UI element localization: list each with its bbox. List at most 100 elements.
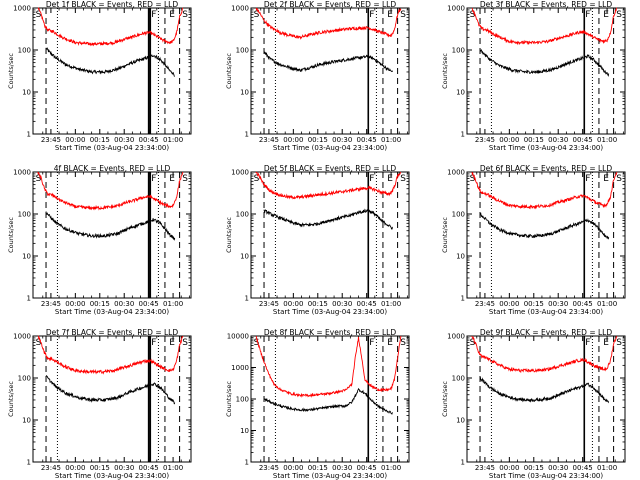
y-tick-label: 1 bbox=[461, 131, 465, 139]
x-tick-label: 00:15 bbox=[90, 464, 110, 472]
x-tick-label: 00:30 bbox=[548, 464, 568, 472]
marker-letter: S bbox=[400, 10, 406, 20]
x-tick-label: 00:45 bbox=[139, 464, 159, 472]
y-tick-label: 100 bbox=[452, 211, 465, 219]
x-tick-label: 00:15 bbox=[524, 300, 544, 308]
marker-letter: F bbox=[151, 338, 156, 348]
x-tick-label: 00:15 bbox=[90, 300, 110, 308]
marker-letter: E bbox=[169, 338, 175, 348]
x-tick-label: 00:45 bbox=[357, 300, 377, 308]
plot-frame bbox=[466, 7, 626, 135]
y-tick-label: 10 bbox=[240, 89, 249, 97]
x-tick-label: 01:00 bbox=[597, 300, 617, 308]
lld-series-line bbox=[471, 171, 618, 210]
x-tick-label: 00:30 bbox=[114, 464, 134, 472]
marker-letter: S bbox=[254, 174, 260, 184]
y-tick-label: 1 bbox=[245, 295, 249, 303]
events-series-line bbox=[263, 387, 393, 415]
panel-det-8: Det 8f BLACK = Events, RED = LLD Counts/s… bbox=[225, 328, 410, 480]
x-tick-label: 23:45 bbox=[41, 464, 61, 472]
x-tick-label: 00:15 bbox=[308, 136, 328, 144]
x-axis-label: Start Time (03-Aug-04 23:34:00) bbox=[489, 144, 603, 152]
y-tick-label: 10 bbox=[456, 417, 465, 425]
panel-det-6: Det 6f BLACK = Events, RED = LLD Counts/s… bbox=[441, 164, 626, 316]
plot-frame bbox=[32, 7, 192, 135]
y-axis-label: Counts/sec bbox=[441, 53, 449, 89]
x-tick-label: 01:00 bbox=[163, 136, 183, 144]
marker-letter: E bbox=[387, 338, 393, 348]
marker-letter: E bbox=[169, 10, 175, 20]
y-tick-label: 1000 bbox=[13, 5, 31, 13]
lld-series-line bbox=[471, 335, 618, 374]
panel-det-9: Det 9f BLACK = Events, RED = LLD Counts/s… bbox=[441, 328, 626, 480]
x-tick-label: 01:00 bbox=[163, 464, 183, 472]
x-tick-label: 00:15 bbox=[308, 300, 328, 308]
events-series-line bbox=[479, 376, 610, 404]
marker-letter: F bbox=[151, 10, 156, 20]
y-tick-label: 100 bbox=[236, 396, 249, 404]
y-tick-label: 1000 bbox=[13, 169, 31, 177]
y-tick-label: 100 bbox=[452, 375, 465, 383]
x-tick-label: 00:00 bbox=[283, 136, 303, 144]
y-tick-label: 1000 bbox=[447, 5, 465, 13]
x-tick-label: 23:45 bbox=[259, 464, 279, 472]
y-tick-label: 100 bbox=[452, 47, 465, 55]
lld-series-line bbox=[255, 171, 402, 200]
x-axis-label: Start Time (03-Aug-04 23:34:00) bbox=[273, 144, 387, 152]
x-tick-label: 00:30 bbox=[548, 300, 568, 308]
x-tick-label: 01:00 bbox=[163, 300, 183, 308]
lld-series-line bbox=[37, 171, 184, 211]
x-tick-label: 01:00 bbox=[381, 300, 401, 308]
y-tick-label: 100 bbox=[18, 375, 31, 383]
panel-title: Det 3f BLACK = Events, RED = LLD bbox=[480, 0, 613, 9]
panel-det-4: 4f BLACK = Events, RED = LLD Counts/sec 1 1… bbox=[7, 164, 192, 316]
marker-letter: F bbox=[369, 338, 374, 348]
x-tick-label: 00:00 bbox=[65, 464, 85, 472]
y-tick-label: 10 bbox=[240, 427, 249, 435]
panel-title: Det 8f BLACK = Events, RED = LLD bbox=[264, 328, 397, 337]
x-axis-label: Start Time (03-Aug-04 23:34:00) bbox=[55, 144, 169, 152]
x-tick-label: 00:15 bbox=[524, 464, 544, 472]
marker-letter: F bbox=[369, 174, 374, 184]
marker-letter: S bbox=[470, 174, 476, 184]
y-tick-label: 1000 bbox=[13, 333, 31, 341]
panel-title: Det 9f BLACK = Events, RED = LLD bbox=[480, 328, 613, 337]
y-tick-label: 1 bbox=[245, 459, 249, 467]
x-tick-label: 00:00 bbox=[499, 464, 519, 472]
y-tick-label: 1000 bbox=[447, 169, 465, 177]
marker-letter: F bbox=[585, 174, 590, 184]
events-series-line bbox=[45, 211, 176, 241]
events-series-line bbox=[479, 48, 610, 77]
x-tick-label: 00:45 bbox=[139, 300, 159, 308]
y-tick-label: 10 bbox=[22, 253, 31, 261]
panel-det-7: Det 7f BLACK = Events, RED = LLD Counts/s… bbox=[7, 328, 192, 480]
marker-letter: S bbox=[36, 174, 42, 184]
y-axis-label: Counts/sec bbox=[7, 53, 15, 89]
marker-letter: S bbox=[400, 338, 406, 348]
x-axis-label: Start Time (03-Aug-04 23:34:00) bbox=[489, 472, 603, 480]
x-tick-label: 00:00 bbox=[65, 300, 85, 308]
y-tick-label: 1000 bbox=[447, 333, 465, 341]
x-tick-label: 23:45 bbox=[41, 136, 61, 144]
marker-letter: S bbox=[616, 174, 622, 184]
panel-det-1: Det 1f BLACK = Events, RED = LLD Counts/s… bbox=[7, 0, 192, 152]
x-tick-label: 00:15 bbox=[308, 464, 328, 472]
events-series-line bbox=[263, 208, 394, 230]
y-axis-label: Counts/sec bbox=[225, 53, 233, 89]
y-axis-label: Counts/sec bbox=[441, 217, 449, 253]
y-axis-label: Counts/sec bbox=[7, 217, 15, 253]
x-tick-label: 00:30 bbox=[114, 300, 134, 308]
marker-letter: S bbox=[254, 338, 260, 348]
y-tick-label: 10 bbox=[456, 89, 465, 97]
x-tick-label: 00:00 bbox=[499, 136, 519, 144]
x-axis-label: Start Time (03-Aug-04 23:34:00) bbox=[55, 472, 169, 480]
lld-series-line bbox=[255, 335, 402, 398]
marker-letter: S bbox=[182, 10, 188, 20]
plot-frame bbox=[250, 7, 410, 135]
plot-frame bbox=[250, 335, 410, 463]
lld-series-line bbox=[255, 7, 402, 40]
y-tick-label: 100 bbox=[236, 211, 249, 219]
y-tick-label: 1000 bbox=[231, 5, 249, 13]
marker-letter: S bbox=[470, 10, 476, 20]
y-axis-label: Counts/sec bbox=[441, 381, 449, 417]
